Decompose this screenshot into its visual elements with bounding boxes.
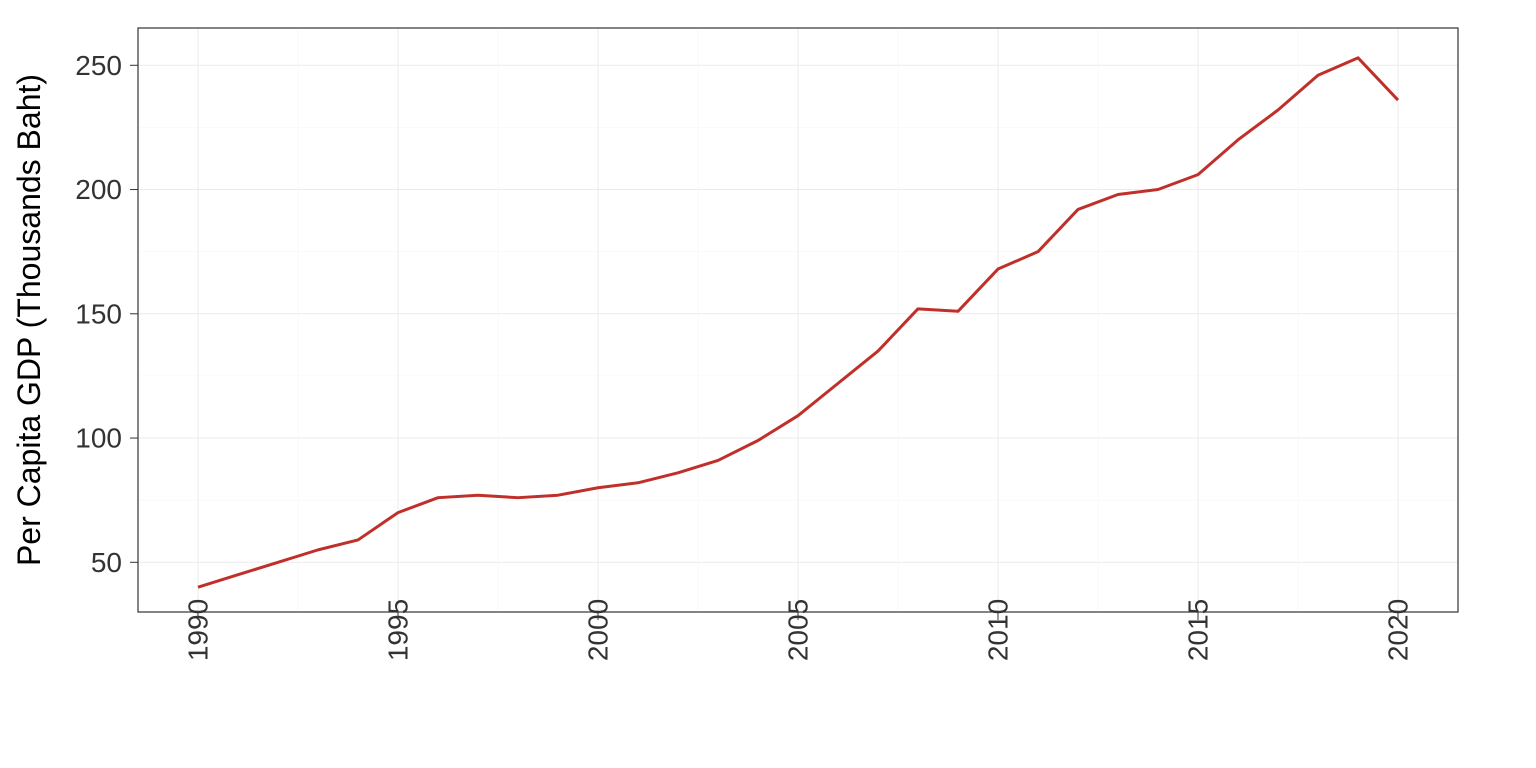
x-tick-label: 1995 bbox=[383, 599, 414, 661]
x-tick-label-group: 2000 bbox=[583, 599, 614, 661]
y-axis-title-group: Per Capita GDP (Thousands Baht) bbox=[11, 74, 47, 566]
y-tick-label: 200 bbox=[75, 174, 122, 205]
x-tick-label: 2015 bbox=[1183, 599, 1214, 661]
y-axis-title: Per Capita GDP (Thousands Baht) bbox=[11, 74, 47, 566]
y-tick-label: 100 bbox=[75, 423, 122, 454]
x-tick-label: 2005 bbox=[783, 599, 814, 661]
x-tick-label: 2020 bbox=[1383, 599, 1414, 661]
x-tick-label-group: 2010 bbox=[983, 599, 1014, 661]
x-tick-label-group: 2020 bbox=[1383, 599, 1414, 661]
x-tick-label: 2000 bbox=[583, 599, 614, 661]
x-tick-label-group: 1995 bbox=[383, 599, 414, 661]
x-tick-label: 1990 bbox=[183, 599, 214, 661]
x-tick-label-group: 1990 bbox=[183, 599, 214, 661]
y-tick-label: 150 bbox=[75, 298, 122, 329]
x-tick-label-group: 2015 bbox=[1183, 599, 1214, 661]
y-tick-label: 50 bbox=[91, 547, 122, 578]
x-tick-label: 2010 bbox=[983, 599, 1014, 661]
x-tick-label-group: 2005 bbox=[783, 599, 814, 661]
line-chart: 1990 1995 2000 2005 2010 2015 2020 50 100 150 200 2… bbox=[0, 0, 1536, 768]
y-tick-label: 250 bbox=[75, 50, 122, 81]
chart-container: 1990 1995 2000 2005 2010 2015 2020 50 100 150 200 2… bbox=[0, 0, 1536, 768]
